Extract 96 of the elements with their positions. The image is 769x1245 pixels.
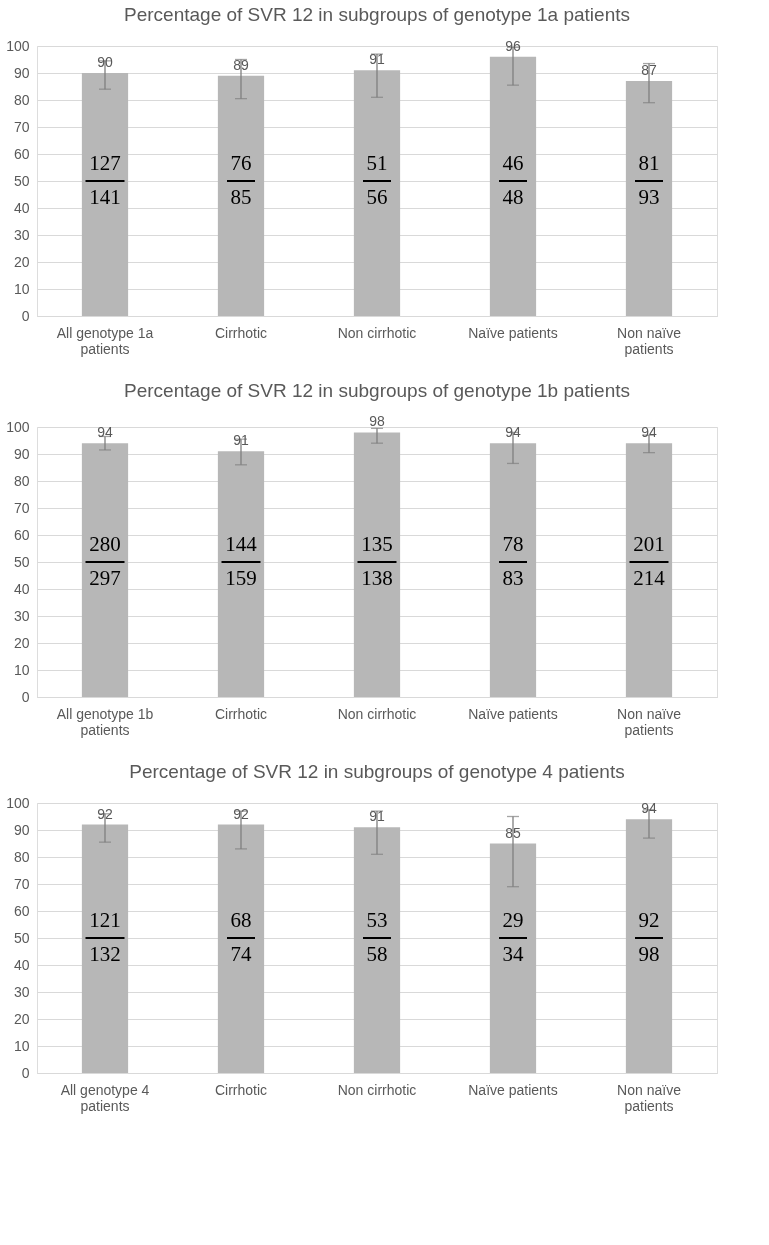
data-label: 91	[233, 432, 249, 449]
x-tick-label: Non cirrhotic	[337, 324, 417, 341]
data-label: 94	[505, 424, 521, 441]
chart-title: Percentage of SVR 12 in subgroups of genotype 1a patients	[124, 4, 630, 25]
y-tick-label: 60	[13, 526, 30, 543]
annotation: 127	[89, 151, 121, 175]
data-label: 92	[97, 805, 113, 822]
annotation: 83	[502, 566, 524, 590]
annotation: 135	[361, 532, 393, 556]
annotation: 81	[638, 151, 660, 175]
annotation: 56	[366, 185, 388, 209]
y-tick-label: 70	[13, 118, 30, 135]
y-tick-label: 50	[13, 553, 30, 570]
x-tick-label: Cirrhotic	[214, 1081, 268, 1098]
x-tick-label: Non cirrhotic	[337, 1081, 417, 1098]
y-tick-label: 80	[13, 848, 30, 865]
annotation: 76	[230, 151, 252, 175]
y-tick-label: 40	[13, 199, 30, 216]
annotation: 144	[225, 532, 258, 556]
data-label: 90	[97, 54, 113, 70]
annotation: 201	[633, 532, 665, 556]
y-tick-label: 60	[13, 902, 30, 919]
y-tick-label: 0	[21, 307, 30, 324]
x-tick-label: Naïve patients	[468, 705, 558, 722]
y-tick-label: 20	[13, 1010, 30, 1027]
annotation: 85	[230, 185, 252, 209]
annotation: 53	[366, 908, 388, 932]
y-tick-label: 50	[13, 929, 30, 946]
y-tick-label: 80	[13, 91, 30, 108]
x-tick-label: Non naïve patients	[617, 1081, 682, 1114]
x-tick-label: All genotype 1a patients	[56, 324, 154, 357]
data-label: 85	[505, 824, 521, 841]
annotation: 138	[361, 566, 393, 590]
y-tick-label: 80	[13, 472, 30, 489]
x-tick-label: Non naïve patients	[617, 705, 682, 738]
annotation: 58	[366, 942, 388, 966]
y-tick-label: 40	[13, 580, 30, 597]
annotation: 280	[89, 532, 121, 556]
y-tick-label: 70	[13, 499, 30, 516]
annotation: 214	[633, 566, 666, 590]
x-tick-label: Cirrhotic	[214, 705, 268, 722]
y-tick-label: 20	[13, 634, 30, 651]
annotation: 48	[502, 185, 524, 209]
data-label: 94	[641, 424, 657, 441]
y-tick-label: 10	[13, 1037, 30, 1054]
chart-title: Percentage of SVR 12 in subgroups of genotype 4 patients	[129, 761, 625, 782]
x-tick-label: Non cirrhotic	[337, 705, 417, 722]
y-tick-label: 50	[13, 172, 30, 189]
y-tick-label: 100	[6, 37, 30, 54]
annotation: 92	[638, 908, 660, 932]
annotation: 51	[366, 151, 388, 175]
y-tick-label: 40	[13, 956, 30, 973]
annotation: 132	[89, 942, 121, 966]
y-tick-label: 100	[6, 794, 30, 811]
x-tick-label: All genotype 1b patients	[56, 705, 154, 738]
y-tick-label: 20	[13, 253, 30, 270]
annotation: 98	[638, 942, 660, 966]
y-tick-label: 60	[13, 145, 30, 162]
x-tick-label: Naïve patients	[468, 1081, 558, 1098]
annotation: 121	[89, 908, 121, 932]
y-tick-label: 90	[13, 445, 30, 462]
data-label: 87	[641, 62, 657, 79]
y-tick-label: 100	[6, 418, 30, 435]
y-tick-label: 0	[21, 688, 30, 705]
x-tick-label: Naïve patients	[468, 324, 558, 341]
x-tick-label: Cirrhotic	[214, 324, 268, 341]
y-tick-label: 10	[13, 280, 30, 297]
annotation: 46	[502, 151, 524, 175]
y-tick-label: 30	[13, 983, 30, 1000]
data-label: 91	[369, 808, 385, 825]
data-label: 94	[641, 800, 657, 817]
data-label: 89	[233, 56, 249, 73]
annotation: 34	[502, 942, 524, 966]
y-tick-label: 0	[21, 1064, 30, 1081]
x-tick-label: Non naïve patients	[617, 324, 682, 357]
annotation: 74	[230, 942, 252, 966]
chart-title: Percentage of SVR 12 in subgroups of genotype 1b patients	[124, 380, 630, 402]
y-tick-label: 30	[13, 226, 30, 243]
y-tick-label: 90	[13, 64, 30, 81]
y-tick-label: 90	[13, 821, 30, 838]
data-label: 91	[369, 51, 385, 68]
data-label: 96	[505, 37, 521, 54]
data-label: 98	[369, 413, 385, 430]
data-label: 92	[233, 805, 249, 822]
y-tick-label: 30	[13, 607, 30, 624]
annotation: 93	[638, 185, 660, 209]
data-label: 94	[97, 424, 113, 441]
annotation: 159	[225, 566, 257, 590]
y-tick-label: 10	[13, 661, 30, 678]
x-tick-label: All genotype 4 patients	[60, 1081, 150, 1114]
annotation: 29	[502, 908, 524, 932]
annotation: 297	[89, 566, 121, 590]
annotation: 68	[230, 908, 252, 932]
annotation: 141	[89, 185, 121, 209]
annotation: 78	[502, 532, 524, 556]
y-tick-label: 70	[13, 875, 30, 892]
